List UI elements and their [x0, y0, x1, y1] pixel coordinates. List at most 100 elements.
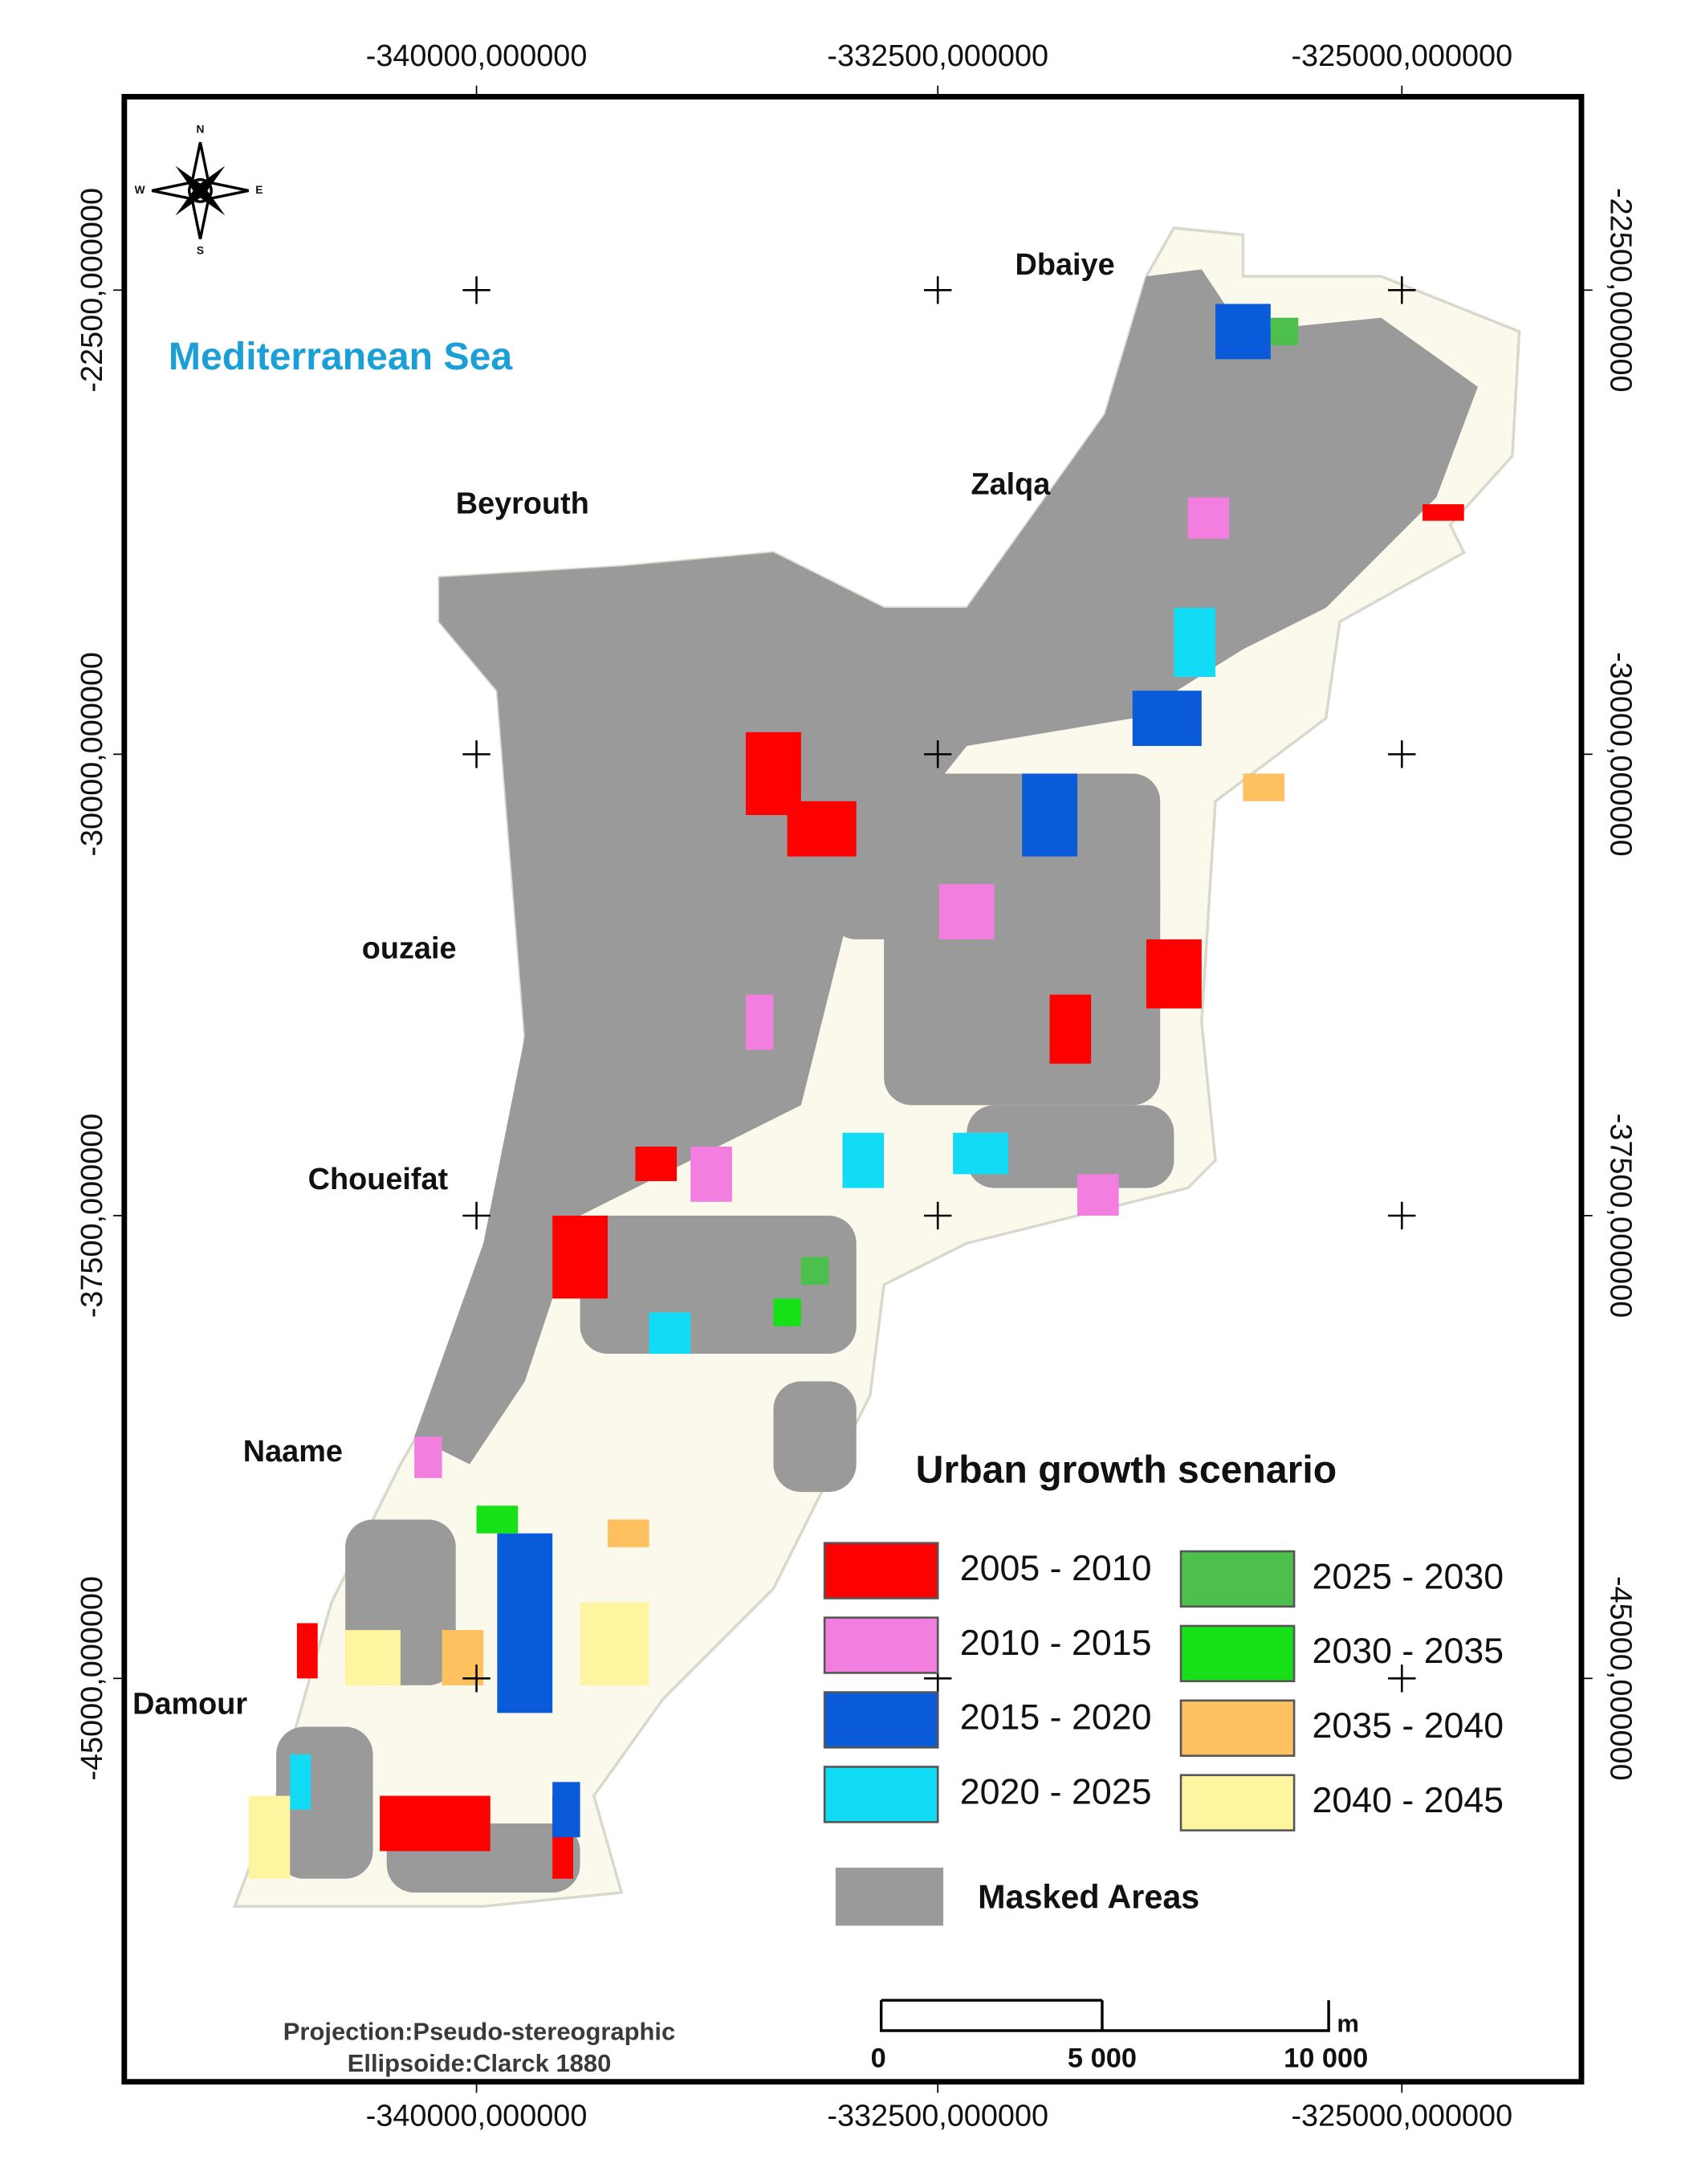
compass-ring	[187, 177, 213, 203]
legend-swatch	[823, 1766, 939, 1823]
x-coord-label: -325000,000000	[1291, 2099, 1512, 2133]
grid-cross	[462, 1201, 490, 1230]
x-coord-label: -340000,000000	[366, 2099, 588, 2133]
place-label: Choueifat	[308, 1163, 449, 1196]
place-label: ouzaie	[362, 932, 457, 966]
compass: N W E S	[135, 123, 263, 256]
place-label: Zalqa	[971, 468, 1052, 502]
scale-label: 10 000	[1284, 2043, 1368, 2073]
compass-letter: W	[135, 184, 145, 196]
y-coord-label: -30000,000000	[1603, 652, 1637, 857]
legend-swatch	[1179, 1624, 1296, 1683]
legend-label: 2015 - 2020	[960, 1698, 1152, 1738]
legend-label: 2005 - 2010	[960, 1549, 1152, 1588]
growth-patch	[345, 1630, 401, 1685]
grid-cross	[924, 740, 952, 768]
legend-swatch	[823, 1542, 939, 1599]
legend-label: 2040 - 2045	[1312, 1781, 1504, 1820]
growth-patch	[1187, 497, 1230, 539]
growth-patch	[1022, 773, 1077, 857]
grid-cross	[1388, 740, 1416, 768]
growth-patch	[1077, 1174, 1119, 1216]
compass-letter: S	[197, 245, 204, 257]
masked-area	[884, 856, 1161, 1106]
growth-patch	[746, 994, 774, 1050]
scale-label: 5 000	[1068, 2043, 1137, 2073]
x-coord-label: -340000,000000	[366, 39, 588, 73]
growth-patch	[1243, 773, 1285, 801]
grid-cross	[924, 276, 952, 304]
place-label: Dbaiye	[1015, 248, 1115, 282]
growth-patch	[1270, 317, 1299, 346]
growth-patch	[649, 1312, 691, 1355]
y-coord-label: -37500,000000	[75, 1114, 109, 1318]
legend-swatch	[835, 1868, 944, 1926]
sea-label: Mediterranean Sea	[169, 335, 513, 378]
legend-label: 2010 - 2015	[960, 1624, 1152, 1663]
place-label: Naame	[243, 1435, 343, 1469]
x-coord-label: -332500,000000	[827, 39, 1048, 73]
growth-patch	[635, 1146, 678, 1181]
growth-patches	[248, 304, 1464, 1879]
legend-swatch	[823, 1691, 939, 1749]
growth-patch	[1146, 939, 1202, 1008]
legend-label: 2020 - 2025	[960, 1773, 1152, 1812]
y-coord-label: -22500,000000	[1603, 188, 1637, 393]
scale-bar: 0 5 000 10 000 m	[871, 1999, 1368, 2073]
projection-text: Ellipsoide:Clarck 1880	[348, 2049, 612, 2077]
scale-unit: m	[1337, 2009, 1359, 2037]
growth-patch	[800, 1257, 829, 1285]
scale-line	[879, 2000, 1330, 2032]
y-coord-label: -45000,000000	[1603, 1576, 1637, 1781]
grid-cross	[462, 740, 490, 768]
grid-cross	[1388, 1201, 1416, 1230]
growth-patch	[608, 1519, 649, 1547]
growth-patch	[248, 1795, 291, 1879]
legend-label: 2030 - 2035	[1312, 1632, 1504, 1671]
grid-cross	[462, 276, 490, 304]
x-coord-label: -325000,000000	[1291, 39, 1512, 73]
growth-patch	[290, 1754, 311, 1810]
growth-patch	[497, 1533, 553, 1713]
growth-patch	[1049, 994, 1092, 1064]
growth-patch	[1215, 304, 1271, 360]
y-coord-label: -45000,000000	[75, 1576, 109, 1781]
y-coord-label: -30000,000000	[75, 652, 109, 857]
growth-patch	[1132, 691, 1202, 747]
growth-patch	[552, 1782, 580, 1838]
y-coord-label: -37500,000000	[1603, 1114, 1637, 1318]
legend-title: Urban growth scenario	[916, 1449, 1337, 1492]
growth-patch	[1174, 607, 1216, 678]
growth-patch	[938, 884, 995, 939]
legend-label: 2025 - 2030	[1312, 1557, 1504, 1596]
masked-area	[414, 269, 1478, 1465]
masked-area	[773, 1381, 857, 1493]
legend-label: Masked Areas	[978, 1878, 1199, 1915]
legend-swatch	[1179, 1550, 1296, 1608]
legend-label: 2035 - 2040	[1312, 1706, 1504, 1746]
grid-cross	[1388, 1664, 1416, 1693]
growth-patch	[296, 1623, 318, 1679]
growth-patch	[773, 1298, 801, 1326]
legend-swatch	[1179, 1699, 1296, 1757]
x-coord-label: -332500,000000	[827, 2099, 1048, 2133]
growth-patch	[380, 1795, 490, 1852]
compass-letter: N	[197, 123, 205, 135]
legend-swatch	[1179, 1774, 1296, 1832]
growth-patch	[414, 1436, 442, 1478]
growth-patch	[690, 1146, 732, 1202]
growth-patch	[1422, 503, 1464, 521]
scale-label: 0	[871, 2043, 886, 2073]
grid-cross	[924, 1201, 952, 1230]
growth-patch	[580, 1602, 649, 1685]
place-label: Beyrouth	[456, 487, 589, 521]
y-coord-label: -22500,000000	[75, 188, 109, 393]
grid-cross	[1388, 276, 1416, 304]
masked-area	[967, 1105, 1174, 1188]
place-label: Damour	[132, 1688, 247, 1722]
growth-patch	[842, 1132, 885, 1188]
projection-text: Projection:Pseudo-stereographic	[283, 2018, 675, 2046]
growth-patch	[476, 1506, 519, 1534]
compass-star	[175, 165, 226, 216]
